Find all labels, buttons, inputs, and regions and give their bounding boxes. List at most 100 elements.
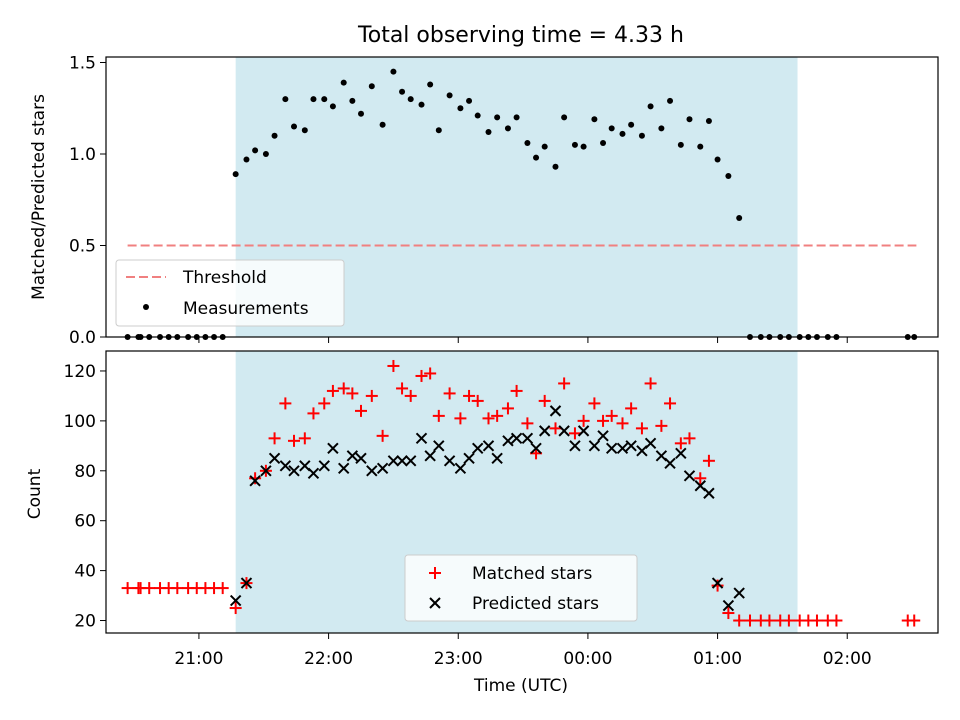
- measurement-point: [608, 125, 615, 132]
- count-ytick-label: 60: [74, 512, 96, 532]
- matched-star-point: [326, 384, 339, 397]
- count-ytick-label: 20: [74, 612, 96, 632]
- measurement-point: [686, 116, 693, 123]
- predicted-star-point: [279, 460, 292, 472]
- measurement-point: [310, 96, 317, 103]
- measurement-point: [418, 101, 425, 108]
- ratio-ytick-label: 1.0: [69, 145, 96, 165]
- predicted-star-point: [443, 455, 456, 467]
- matched-star-point: [216, 582, 229, 595]
- matched-star-point: [121, 582, 134, 595]
- ratio-y-axis-label: Matched/Predicted stars: [29, 94, 49, 300]
- predicted-star-point: [268, 452, 281, 465]
- legend-matched-label: Matched stars: [472, 564, 592, 584]
- figure-title: Total observing time = 4.33 h: [357, 23, 684, 48]
- matched-star-point: [443, 387, 456, 400]
- matched-star-point: [396, 382, 409, 395]
- predicted-star-point: [711, 577, 724, 589]
- matched-star-point: [288, 434, 301, 447]
- measurement-point: [714, 156, 721, 163]
- measurement-point: [399, 88, 406, 95]
- matched-star-point: [376, 429, 389, 442]
- measurement-point: [619, 130, 626, 137]
- predicted-star-point: [288, 465, 300, 477]
- measurement-point: [321, 96, 328, 103]
- predicted-star-point: [355, 452, 367, 465]
- measurement-point: [474, 112, 481, 119]
- predicted-star-point: [260, 465, 272, 477]
- predicted-star-point: [482, 440, 495, 452]
- legend-measurement-label: Measurements: [183, 299, 309, 319]
- matched-star-point: [694, 472, 707, 485]
- count-ytick-group: 20 40 60 80 100 120: [64, 362, 106, 632]
- ratio-legend-box: [115, 259, 345, 327]
- predicted-star-point: [664, 457, 676, 470]
- predicted-star-point: [376, 462, 389, 474]
- measurement-point: [435, 127, 442, 134]
- predicted-star-point: [229, 594, 242, 607]
- matched-star-point: [521, 417, 534, 430]
- predicted-star-point: [510, 432, 523, 445]
- measurement-point: [647, 103, 654, 110]
- ratio-ytick-label: 1.5: [69, 53, 96, 73]
- measurement-point: [533, 154, 540, 161]
- matched-star-point: [711, 579, 724, 592]
- count-ytick-label: 100: [64, 412, 96, 432]
- measurement-point: [725, 172, 732, 179]
- measurement-point: [494, 114, 501, 121]
- legend-matched-swatch: [429, 567, 441, 579]
- ratio-ytick-label: 0.0: [69, 328, 96, 348]
- measurement-point: [571, 141, 578, 148]
- matched-star-point: [635, 422, 648, 435]
- measurement-point: [466, 97, 473, 104]
- matched-star-point: [743, 614, 756, 627]
- predicted-star-point: [605, 442, 618, 455]
- predicted-star-point: [597, 430, 609, 442]
- measurement-point: [349, 97, 356, 104]
- measurement-point: [390, 68, 397, 75]
- predicted-star-point: [722, 599, 735, 612]
- measurement-point: [561, 114, 568, 121]
- predicted-star-point: [502, 435, 514, 447]
- measurement-point: [282, 96, 289, 103]
- matched-star-point: [616, 417, 629, 430]
- measurement-point: [446, 92, 453, 99]
- matched-star-point: [830, 614, 843, 627]
- matched-star-point: [908, 614, 921, 627]
- count-ytick-label: 80: [74, 462, 96, 482]
- measurement-point: [368, 83, 375, 90]
- count-legend: Matched stars Predicted stars: [404, 554, 638, 622]
- matched-star-point: [268, 432, 281, 445]
- matched-star-point: [702, 454, 715, 467]
- matched-star-point: [298, 432, 311, 445]
- predicted-star-point: [307, 467, 320, 479]
- matched-star-point: [674, 437, 687, 450]
- count-xtick-label: 00:00: [563, 649, 612, 669]
- count-xtick-label: 02:00: [823, 649, 872, 669]
- matched-star-point: [722, 607, 735, 620]
- predicted-star-point: [644, 437, 657, 450]
- legend-threshold-label: Threshold: [182, 268, 267, 288]
- predicted-star-point: [387, 455, 400, 467]
- matched-star-point: [424, 367, 437, 380]
- matched-star-point: [229, 602, 242, 615]
- matched-star-point: [463, 389, 476, 402]
- count-ytick-label: 40: [74, 562, 96, 582]
- matched-star-point: [597, 414, 610, 427]
- matched-star-point: [249, 472, 262, 485]
- ratio-ytick-group: 0.0 0.5 1.0 1.5: [69, 53, 106, 348]
- predicted-star-point: [530, 442, 542, 455]
- predicted-star-point: [240, 577, 253, 589]
- measurement-point: [697, 143, 704, 150]
- measurement-point: [541, 143, 548, 150]
- predicted-star-points: [229, 405, 745, 612]
- legend-measurement-swatch: [143, 304, 149, 310]
- predicted-star-point: [433, 440, 445, 452]
- matched-star-point: [143, 582, 156, 595]
- measurement-point: [677, 141, 684, 148]
- matched-star-point: [644, 377, 657, 390]
- ratio-legend: Threshold Measurements: [115, 259, 345, 327]
- matched-star-point: [549, 422, 562, 435]
- measurement-point: [504, 125, 511, 132]
- legend-predicted-label: Predicted stars: [472, 594, 599, 614]
